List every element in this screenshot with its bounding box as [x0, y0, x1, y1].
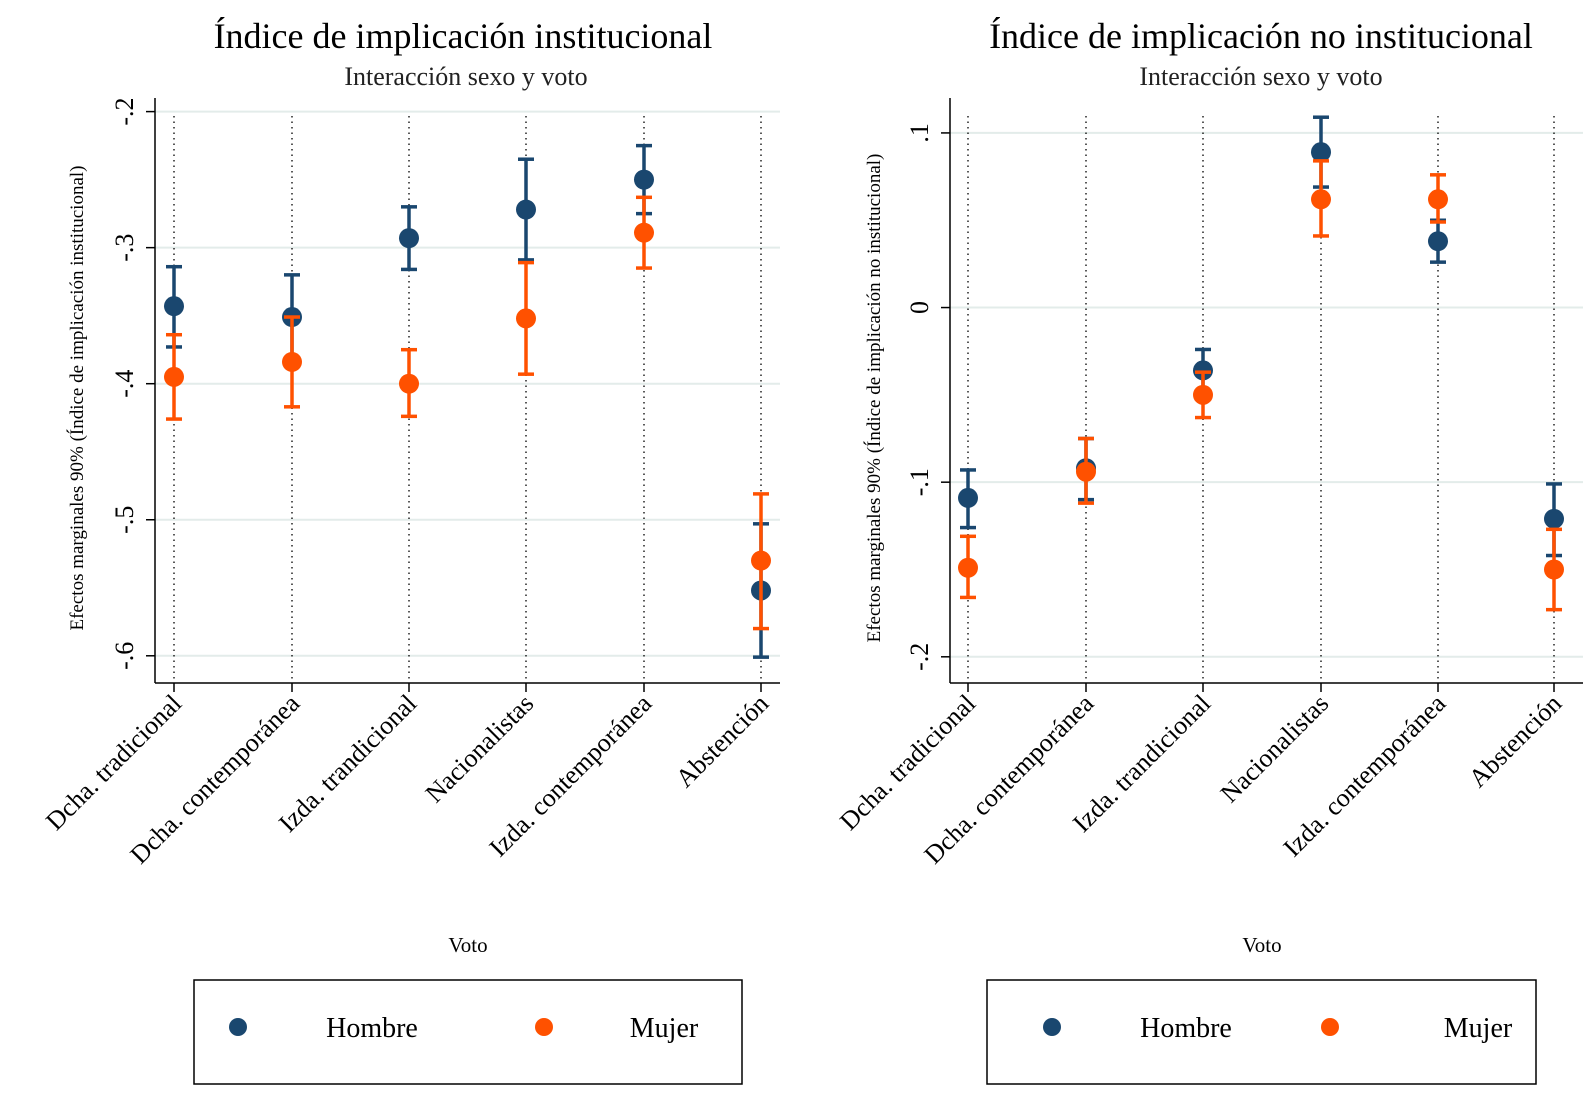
x-axis-label: Voto — [448, 933, 487, 957]
chart-title: Índice de implicación institucional — [214, 16, 713, 56]
point-mujer — [282, 351, 302, 372]
point-mujer — [1076, 461, 1096, 482]
legend-label-hombre: Hombre — [326, 1013, 418, 1044]
legend-label-mujer: Mujer — [1444, 1013, 1513, 1044]
y-tick-label: -.1 — [905, 468, 934, 496]
x-axis-label: Voto — [1242, 933, 1281, 957]
x-tick-label: Nacionalistas — [1215, 689, 1335, 809]
y-tick-label: -.4 — [110, 370, 139, 398]
point-mujer — [634, 222, 654, 243]
point-mujer — [1544, 559, 1564, 580]
y-tick-label: 0 — [905, 301, 934, 314]
point-mujer — [516, 308, 536, 329]
chart-subtitle: Interacción sexo y voto — [344, 62, 587, 91]
point-hombre — [399, 228, 419, 249]
y-tick-label: -.2 — [110, 98, 139, 126]
legend-marker-hombre — [1043, 1018, 1061, 1036]
point-hombre — [634, 169, 654, 190]
point-mujer — [1193, 384, 1213, 405]
point-mujer — [1428, 189, 1448, 210]
legend-marker-hombre — [229, 1018, 247, 1036]
point-hombre — [164, 296, 184, 317]
point-hombre — [958, 487, 978, 508]
y-tick-label: -.5 — [110, 506, 139, 534]
point-mujer — [164, 366, 184, 387]
legend-marker-mujer — [1321, 1018, 1339, 1036]
chart-subtitle: Interacción sexo y voto — [1139, 62, 1382, 91]
y-tick-label: -.6 — [110, 642, 139, 670]
legend-label-hombre: Hombre — [1140, 1013, 1232, 1044]
point-mujer — [399, 373, 419, 394]
y-tick-label: -.3 — [110, 234, 139, 262]
chart-title: Índice de implicación no institucional — [989, 16, 1533, 56]
legend: Hombre Mujer — [986, 979, 1537, 1085]
x-tick-label: Abstención — [1463, 689, 1567, 793]
y-axis-label: Efectos marginales 90% (Índice de implic… — [863, 154, 885, 643]
point-hombre — [1311, 142, 1331, 163]
legend-box — [193, 979, 743, 1085]
point-mujer — [958, 557, 978, 578]
y-tick-label: -.2 — [905, 643, 934, 671]
y-tick-label: .1 — [905, 123, 934, 143]
legend: Hombre Mujer — [193, 979, 743, 1085]
legend-box — [986, 979, 1537, 1085]
point-hombre — [516, 199, 536, 220]
point-hombre — [1428, 231, 1448, 252]
point-hombre — [1544, 508, 1564, 529]
x-tick-label: Abstención — [670, 689, 774, 793]
legend-label-mujer: Mujer — [630, 1013, 699, 1044]
legend-marker-mujer — [535, 1018, 553, 1036]
x-tick-label: Nacionalistas — [420, 689, 540, 809]
y-axis-label: Efectos marginales 90% (Índice de implic… — [66, 166, 88, 631]
point-mujer — [1311, 189, 1331, 210]
point-mujer — [751, 550, 771, 571]
